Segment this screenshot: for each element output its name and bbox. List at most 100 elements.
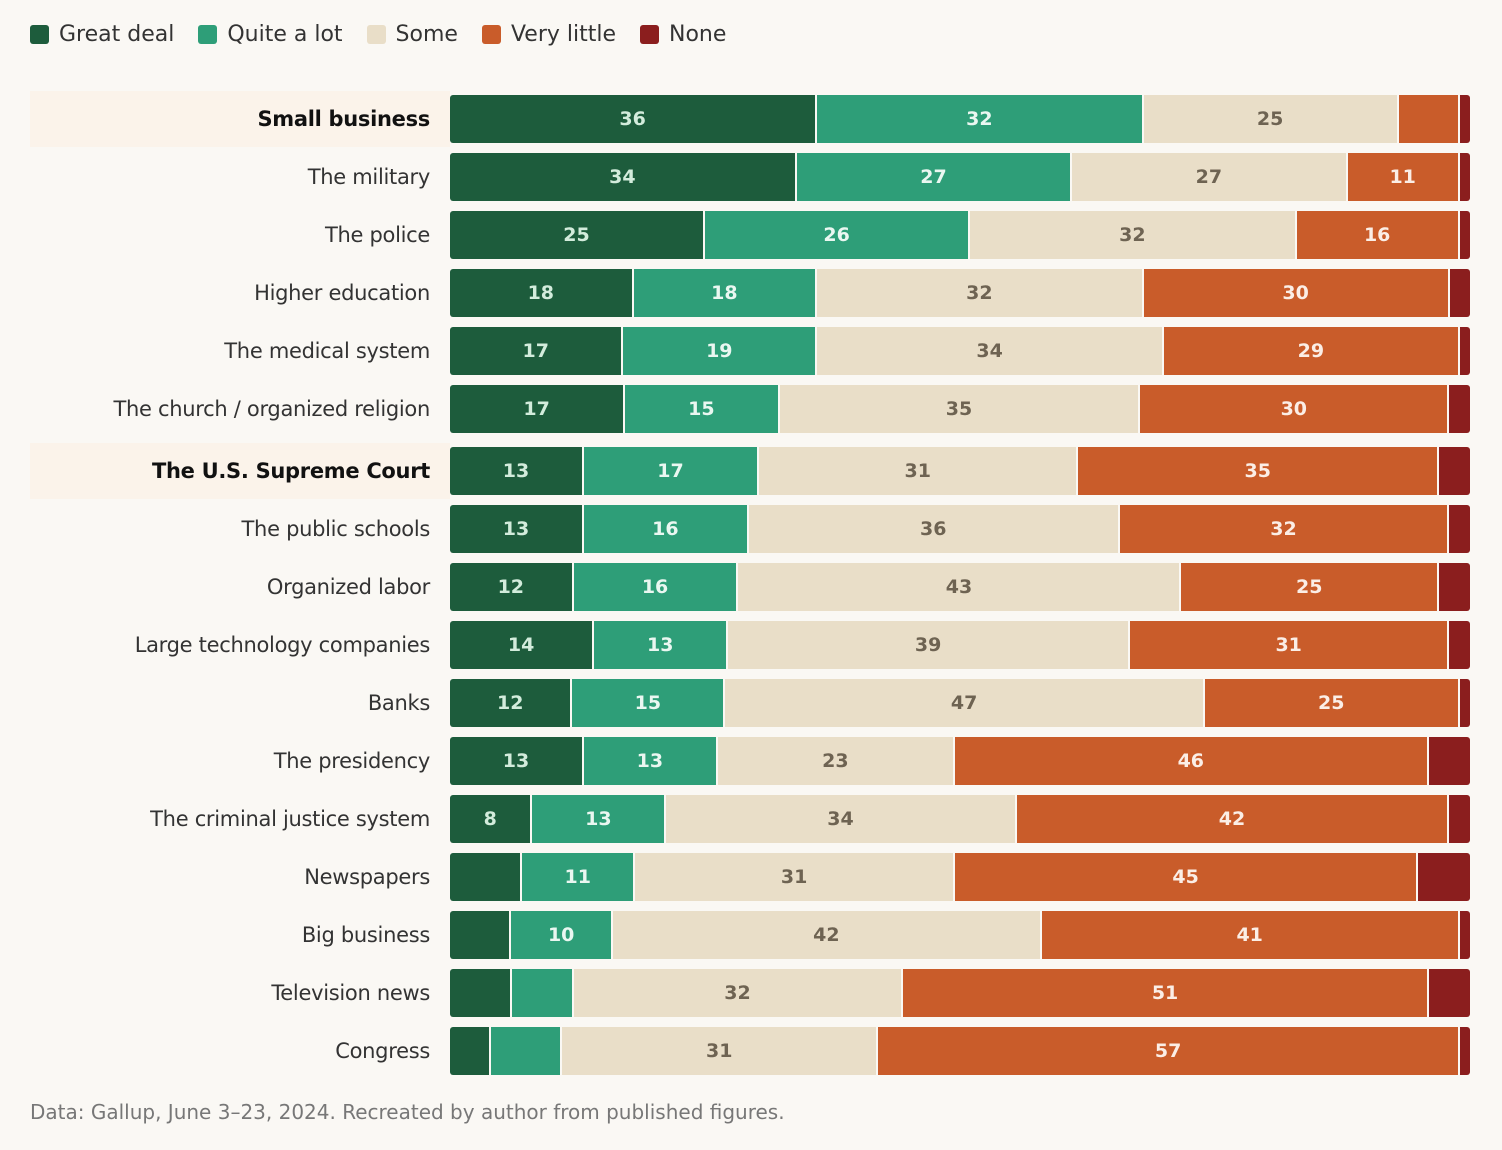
- category-label: Banks: [367, 691, 430, 715]
- legend-item: Very little: [481, 22, 616, 47]
- bar-segment-quite-a-lot: 26: [705, 211, 971, 259]
- bar-segment-none: [1428, 969, 1470, 1017]
- stacked-bar: 13 16 36 32: [450, 505, 1470, 553]
- bar-segment-very-little: 32: [1119, 505, 1450, 553]
- bar-segment-great-deal: 8: [450, 795, 533, 843]
- bar-segment-quite-a-lot: 13: [594, 621, 729, 669]
- bar-segment-some: 39: [728, 621, 1130, 669]
- stacked-bar: 8 13 34 42: [450, 795, 1470, 843]
- bar-segment-quite-a-lot: 19: [623, 327, 818, 375]
- legend-item: Quite a lot: [198, 22, 343, 47]
- bar-segment-some: 25: [1143, 95, 1399, 143]
- bar-segment-none: [1459, 211, 1470, 259]
- bar-segment-some: 34: [817, 327, 1164, 375]
- bar-segment-quite-a-lot: 17: [583, 447, 760, 495]
- stacked-bar: 10 42 41: [450, 911, 1470, 959]
- bar-segment-quite-a-lot: [511, 969, 574, 1017]
- category-label: Congress: [335, 1039, 430, 1063]
- source-note: Data: Gallup, June 3–23, 2024. Recreated…: [30, 1100, 785, 1124]
- bar-segment-very-little: 57: [878, 1027, 1460, 1075]
- category-label: The medical system: [224, 339, 430, 363]
- bar-segment-very-little: 25: [1181, 563, 1440, 611]
- category-label: The military: [307, 165, 431, 189]
- stacked-bar: 31 57: [450, 1027, 1470, 1075]
- stacked-bar: 36 32 25: [450, 95, 1470, 143]
- bar-segment-great-deal: 34: [450, 153, 797, 201]
- stacked-bar: 12 15 47 25: [450, 679, 1470, 727]
- bar-segment-very-little: 25: [1204, 679, 1460, 727]
- bar-segment-quite-a-lot: 15: [572, 679, 726, 727]
- bar-row: The police 25 26 32 16: [30, 211, 1470, 259]
- chart-rows: Small business 36 32 25 The military 34 27 27 11…: [30, 91, 1470, 1075]
- bar-row: Small business 36 32 25: [30, 91, 1470, 147]
- category-label: The church / organized religion: [113, 397, 430, 421]
- legend-swatch: [481, 25, 501, 44]
- bar-segment-great-deal: 13: [450, 447, 584, 495]
- bar-segment-quite-a-lot: 32: [817, 95, 1144, 143]
- legend-item: Great deal: [30, 22, 174, 47]
- bar-segment-very-little: 46: [954, 737, 1429, 785]
- bar-segment-very-little: 41: [1041, 911, 1460, 959]
- bar-segment-very-little: [1398, 95, 1460, 143]
- bar-segment-very-little: 42: [1016, 795, 1450, 843]
- bar-segment-none: [1439, 563, 1470, 611]
- bar-segment-none: [1449, 269, 1470, 317]
- legend-swatch: [640, 25, 659, 44]
- bar-segment-none: [1459, 679, 1470, 727]
- bar-segment-quite-a-lot: 10: [511, 911, 614, 959]
- bar-segment-great-deal: 17: [450, 327, 624, 375]
- category-label: Newspapers: [304, 865, 430, 889]
- bar-segment-quite-a-lot: 15: [625, 385, 780, 433]
- bar-row: The criminal justice system 8 13 34 42: [30, 795, 1470, 843]
- bar-segment-some: 23: [717, 737, 955, 785]
- bar-row: Big business 10 42 41: [30, 911, 1470, 959]
- bar-segment-quite-a-lot: 16: [583, 505, 749, 553]
- bar-segment-great-deal: 12: [450, 563, 574, 611]
- stacked-bar: 25 26 32 16: [450, 211, 1470, 259]
- stacked-bar: 17 19 34 29: [450, 327, 1470, 375]
- highlight-band: [30, 91, 450, 147]
- category-label: Small business: [257, 107, 430, 131]
- bar-segment-none: [1449, 505, 1470, 553]
- bar-segment-great-deal: 13: [450, 737, 584, 785]
- bar-segment-quite-a-lot: 27: [796, 153, 1073, 201]
- category-label: The U.S. Supreme Court: [152, 459, 430, 483]
- stacked-bar: 17 15 35 30: [450, 385, 1470, 433]
- bar-segment-some: 36: [748, 505, 1120, 553]
- stacked-bar: 18 18 32 30: [450, 269, 1470, 317]
- bar-segment-very-little: 35: [1078, 447, 1440, 495]
- legend-swatch: [30, 25, 49, 44]
- bar-segment-very-little: 11: [1347, 153, 1460, 201]
- legend-item: None: [640, 22, 726, 47]
- bar-segment-none: [1459, 1027, 1470, 1075]
- bar-row: Congress 31 57: [30, 1027, 1470, 1075]
- bar-segment-quite-a-lot: 16: [573, 563, 739, 611]
- bar-segment-great-deal: 18: [450, 269, 634, 317]
- legend: Great deal Quite a lot Some Very little None: [30, 22, 750, 47]
- bar-segment-great-deal: [450, 1027, 491, 1075]
- bar-segment-very-little: 16: [1296, 211, 1460, 259]
- bar-segment-none: [1439, 447, 1470, 495]
- bar-row: Higher education 18 18 32 30: [30, 269, 1470, 317]
- bar-segment-some: 27: [1072, 153, 1348, 201]
- category-label: The presidency: [273, 749, 431, 773]
- bar-segment-some: 32: [970, 211, 1297, 259]
- legend-swatch: [366, 25, 386, 44]
- bar-segment-none: [1418, 853, 1470, 901]
- bar-segment-quite-a-lot: 13: [583, 737, 718, 785]
- bar-segment-quite-a-lot: 18: [633, 269, 818, 317]
- bar-segment-quite-a-lot: [490, 1027, 563, 1075]
- bar-row: The church / organized religion 17 15 35 30: [30, 385, 1470, 433]
- bar-segment-great-deal: 25: [450, 211, 705, 259]
- bar-segment-quite-a-lot: 13: [532, 795, 667, 843]
- bar-segment-very-little: 29: [1163, 327, 1460, 375]
- bar-segment-none: [1449, 795, 1470, 843]
- bar-segment-some: 43: [738, 563, 1182, 611]
- bar-segment-some: 42: [613, 911, 1042, 959]
- bar-row: The presidency 13 13 23 46: [30, 737, 1470, 785]
- bar-segment-great-deal: 17: [450, 385, 626, 433]
- bar-segment-some: 35: [779, 385, 1141, 433]
- bar-segment-great-deal: [450, 853, 523, 901]
- bar-segment-none: [1459, 95, 1470, 143]
- bar-segment-some: 32: [573, 969, 904, 1017]
